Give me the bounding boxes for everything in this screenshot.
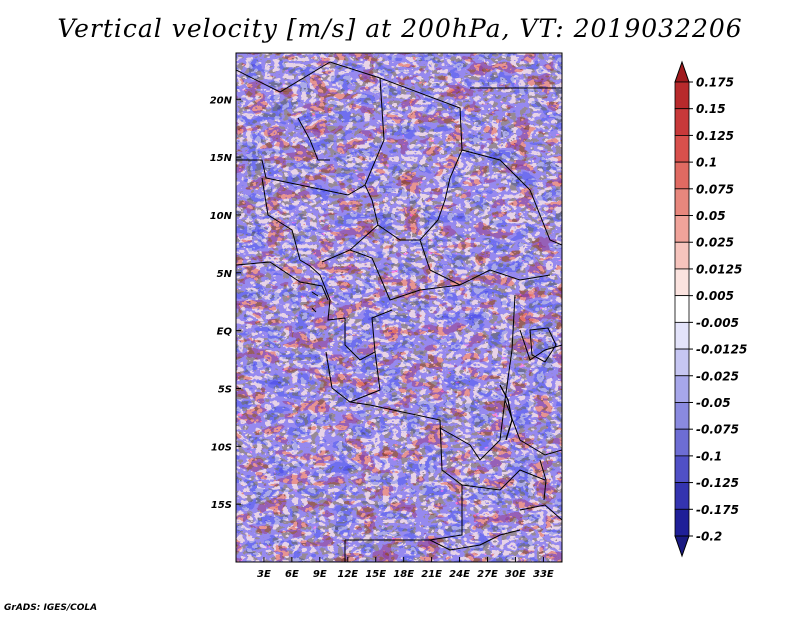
colorbar-bin [674,375,690,403]
lake-malawi [539,459,547,501]
lat-tick-label: 5N [217,269,233,280]
map-frame [235,52,563,563]
colorbar-bin [674,508,690,537]
border-north-a [236,61,463,201]
colorbar-bin [674,188,690,216]
border-sahel [236,159,366,196]
velocity-field-fine [236,53,562,562]
lon-tick-label: 30E [505,569,526,580]
colorbar-bin [674,241,690,270]
colorbar-label: 0.025 [696,236,734,250]
colorbar-label: -0.1 [696,449,722,463]
plot-title: Vertical velocity [m/s] at 200hPa, VT: 2… [57,14,743,43]
colorbar-label: -0.05 [696,396,731,410]
colorbar-bin [674,268,690,297]
colorbar-label: 0.175 [696,76,734,90]
colorbar-label: 0.125 [696,129,734,143]
lat-tick-label: 15N [210,153,233,164]
colorbar-label: 0.15 [696,102,726,116]
latitude-axis: 20N 15N 10N 5N EQ 5S 10S 15S [210,95,241,511]
lat-tick-label: 20N [210,95,233,106]
colorbar-label: -0.005 [696,316,739,330]
border-drc-north [349,249,461,301]
lon-tick-label: 12E [337,569,358,580]
lon-tick-label: 18E [393,569,414,580]
colorbar-bin [674,402,690,430]
colorbar-label: 0.075 [696,182,734,196]
lon-tick-label: 27E [477,569,498,580]
colorbar-bin [674,81,690,110]
gulf-islands [311,291,319,313]
border-nigeria [261,177,311,267]
longitude-axis: 3E 6E 9E 12E 15E 18E 21E 24E 27E 30E 33E [257,557,554,580]
colorbar-label: -0.2 [696,530,722,544]
colorbar-max-arrow [674,60,690,83]
grads-credit: GrADS: IGES/COLA [4,603,98,613]
colorbar-bin [674,215,690,243]
colorbar-bin [674,108,690,136]
lon-tick-label: 15E [365,569,386,580]
colorbar-bin [674,295,690,323]
border-congo [344,309,393,361]
border-north-c [297,117,330,161]
colorbar-label: 0.1 [696,156,717,170]
border-car [419,239,551,286]
colorbar-label: 0.05 [696,209,726,223]
border-sudan-south [461,149,562,246]
border-east-lakes [519,329,562,361]
colorbar: 0.175 0.15 0.125 0.1 0.075 0.05 0.025 0.0125 0.0… [674,60,747,558]
lon-tick-label: 6E [285,569,299,580]
colorbar-label: -0.025 [696,369,739,383]
country-borders [236,61,562,562]
border-gulf [236,261,329,301]
lat-tick-label: 15S [211,500,232,511]
border-mozambique [519,504,562,521]
colorbar-label: -0.125 [696,476,739,490]
map-panel [236,53,562,562]
colorbar-label: -0.075 [696,423,739,437]
colorbar-bin [674,455,690,483]
lon-tick-label: 24E [449,569,470,580]
lat-tick-label: 5S [218,384,232,395]
lon-tick-label: 33E [533,569,554,580]
colorbar-min-arrow [674,535,690,558]
lon-tick-label: 21E [421,569,442,580]
border-zambia [461,469,546,491]
colorbar-label: 0.0125 [696,262,742,276]
lat-tick-label: 10N [210,211,233,222]
lat-tick-label: EQ [217,327,233,338]
colorbar-bin [674,348,690,377]
colorbar-bin [674,135,690,163]
colorbar-bin [674,482,690,510]
lon-tick-label: 3E [257,569,271,580]
border-cameroon [309,265,346,321]
border-angola [345,401,463,541]
colorbar-label: 0.005 [696,289,734,303]
lat-tick-label: 10S [211,442,232,453]
border-south [429,529,521,551]
colorbar-bin [674,161,690,190]
colorbar-bin [674,428,690,457]
lake-victoria [529,327,557,363]
lake-tanganyika [499,384,513,441]
lon-tick-label: 9E [313,569,327,580]
colorbar-bin [674,321,690,350]
colorbar-label: -0.0125 [696,343,747,357]
colorbar-label: -0.175 [696,503,739,517]
border-drc-east [439,294,516,461]
